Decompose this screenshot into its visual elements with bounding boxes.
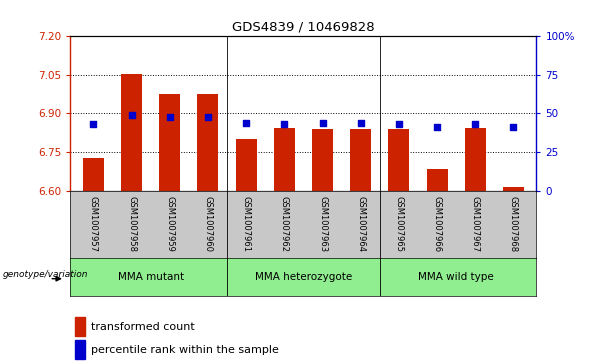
Point bbox=[432, 125, 442, 130]
Point bbox=[242, 120, 251, 126]
Point bbox=[203, 114, 213, 119]
Bar bbox=[197, 94, 218, 191]
Point bbox=[318, 120, 327, 126]
Text: GSM1007965: GSM1007965 bbox=[394, 196, 403, 252]
Text: GSM1007962: GSM1007962 bbox=[280, 196, 289, 252]
Text: GSM1007968: GSM1007968 bbox=[509, 196, 518, 252]
Text: GSM1007966: GSM1007966 bbox=[433, 196, 441, 252]
Bar bbox=[465, 127, 485, 191]
Text: MMA heterozygote: MMA heterozygote bbox=[255, 272, 352, 282]
Point bbox=[280, 121, 289, 127]
Text: GSM1007960: GSM1007960 bbox=[204, 196, 213, 252]
Point bbox=[470, 121, 480, 127]
Point bbox=[394, 121, 404, 127]
Text: GSM1007959: GSM1007959 bbox=[166, 196, 174, 252]
Bar bbox=[75, 317, 85, 336]
Text: GSM1007964: GSM1007964 bbox=[356, 196, 365, 252]
Bar bbox=[427, 169, 447, 191]
Bar bbox=[312, 129, 333, 191]
Bar bbox=[75, 340, 85, 359]
Bar bbox=[503, 187, 524, 191]
Point bbox=[356, 120, 365, 126]
Bar bbox=[274, 127, 295, 191]
Bar bbox=[121, 74, 142, 191]
Text: GSM1007963: GSM1007963 bbox=[318, 196, 327, 252]
Bar bbox=[389, 129, 409, 191]
Text: percentile rank within the sample: percentile rank within the sample bbox=[91, 345, 280, 355]
Title: GDS4839 / 10469828: GDS4839 / 10469828 bbox=[232, 21, 375, 34]
Bar bbox=[350, 129, 371, 191]
Text: MMA wild type: MMA wild type bbox=[418, 272, 494, 282]
Bar bbox=[235, 139, 257, 191]
Text: genotype/variation: genotype/variation bbox=[3, 270, 88, 280]
Text: GSM1007958: GSM1007958 bbox=[127, 196, 136, 252]
Text: MMA mutant: MMA mutant bbox=[118, 272, 184, 282]
Text: GSM1007967: GSM1007967 bbox=[471, 196, 480, 252]
Text: GSM1007961: GSM1007961 bbox=[242, 196, 251, 252]
Bar bbox=[159, 94, 180, 191]
Point bbox=[127, 112, 137, 118]
Point bbox=[165, 114, 175, 119]
Text: GSM1007957: GSM1007957 bbox=[89, 196, 98, 252]
Text: transformed count: transformed count bbox=[91, 322, 195, 332]
Point bbox=[509, 125, 519, 130]
Bar bbox=[83, 158, 104, 191]
Point bbox=[88, 121, 98, 127]
